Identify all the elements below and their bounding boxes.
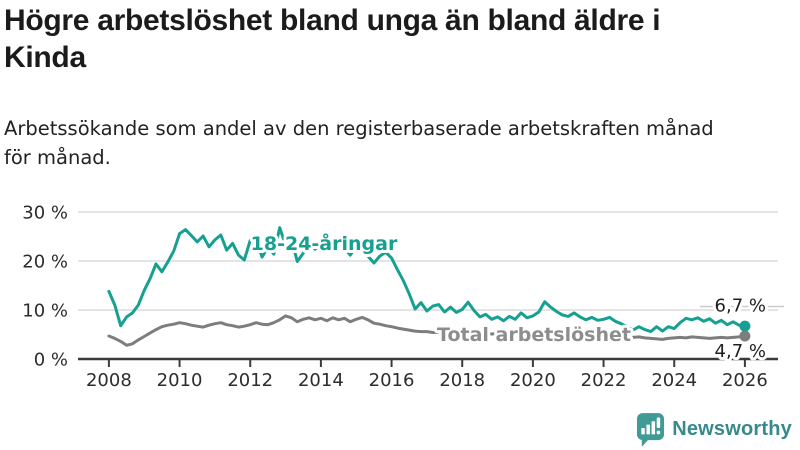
chart-subtitle-line1: Arbetssökande som andel av den registerb…	[4, 117, 714, 140]
x-tick-label: 2018	[439, 370, 485, 391]
y-tick-label: 20 %	[22, 252, 68, 273]
x-tick-label: 2012	[227, 370, 273, 391]
chart-title-line2: Kinda	[4, 41, 86, 74]
series-label-total: Total arbetslöshet	[437, 324, 631, 346]
y-tick-label: 10 %	[22, 301, 68, 322]
end-dot-young	[739, 320, 751, 332]
newsworthy-wordmark: Newsworthy	[672, 418, 792, 440]
y-tick-label: 30 %	[22, 203, 68, 224]
newsworthy-logo: Newsworthy	[636, 412, 792, 447]
series-line-total	[107, 314, 747, 347]
x-tick-label: 2026	[722, 370, 768, 391]
newsworthy-icon	[637, 413, 665, 447]
x-tick-label: 2022	[581, 370, 627, 391]
chart-title: Högre arbetslöshet bland unga än bland ä…	[4, 2, 784, 76]
chart-title-line1: Högre arbetslöshet bland unga än bland ä…	[4, 4, 661, 37]
x-tick-label: 2024	[651, 370, 697, 391]
series-label-young: 18-24-åringar	[251, 231, 398, 255]
end-dot-total	[739, 330, 751, 342]
x-tick-label: 2008	[86, 370, 132, 391]
x-tick-label: 2010	[157, 370, 203, 391]
x-tick-label: 2020	[510, 370, 556, 391]
chart-subtitle: Arbetssökande som andel av den registerb…	[4, 114, 794, 172]
end-value-label-young: 6,7 %	[715, 296, 766, 317]
y-tick-label: 0 %	[34, 350, 68, 371]
x-tick-label: 2014	[298, 370, 344, 391]
chart-subtitle-line2: för månad.	[4, 146, 111, 169]
x-tick-label: 2016	[369, 370, 415, 391]
series-line-young	[107, 226, 747, 334]
end-value-label-total: 4,7 %	[715, 341, 766, 362]
